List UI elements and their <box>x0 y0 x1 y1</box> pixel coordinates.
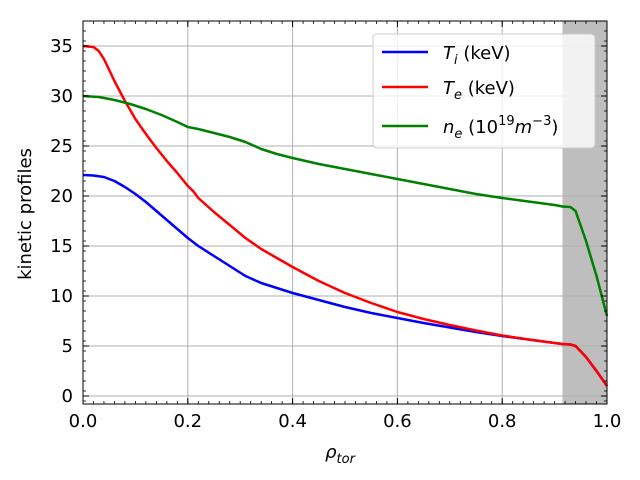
legend-box <box>372 33 596 149</box>
legend-ne-close: ) <box>551 117 558 138</box>
x-tick-label: 0.6 <box>383 411 412 432</box>
x-tick-label: 0.8 <box>488 411 517 432</box>
y-tick-label: 25 <box>50 136 73 157</box>
y-axis-label: kinetic profiles <box>15 148 36 280</box>
x-tick-label: 0.2 <box>173 411 202 432</box>
legend-te-main: T <box>443 78 456 99</box>
x-axis-label-main: ρ <box>325 442 337 463</box>
legend-entry-ti: Ti (keV) <box>382 43 511 68</box>
x-tick-label: 0.0 <box>69 411 98 432</box>
legend-ne-unit: (10 <box>462 117 498 138</box>
y-tick-label: 15 <box>50 236 73 257</box>
y-tick-label: 0 <box>62 386 73 407</box>
legend-label-ti: Ti (keV) <box>443 43 511 68</box>
y-tick-label: 10 <box>50 286 73 307</box>
x-axis-label-sub: tor <box>337 452 357 467</box>
y-tick-label: 35 <box>50 36 73 57</box>
y-tick-label: 30 <box>50 86 73 107</box>
legend-ti-suffix: (keV) <box>458 43 511 64</box>
legend: Ti (keV) Te (keV) ne (1019m−3) <box>372 33 596 149</box>
legend-ne-exp2: −3 <box>532 114 551 129</box>
legend-te-sub: e <box>454 88 462 103</box>
legend-entry-ne: ne (1019m−3) <box>382 114 558 142</box>
legend-ne-m: m <box>515 117 533 138</box>
x-axis-label: ρtor <box>325 442 356 467</box>
legend-te-suffix: (keV) <box>462 78 515 99</box>
series-line-2 <box>82 94 609 317</box>
y-tick-label: 20 <box>50 186 73 207</box>
legend-ti-main: T <box>443 43 456 64</box>
legend-label-ne: ne (1019m−3) <box>443 114 558 142</box>
legend-ne-exp1: 19 <box>498 114 515 129</box>
legend-ti-sub: i <box>454 53 458 68</box>
legend-ne-main: n <box>443 117 454 138</box>
series-line-0 <box>82 173 609 387</box>
legend-entry-te: Te (keV) <box>382 78 515 103</box>
x-tick-label: 1.0 <box>593 411 622 432</box>
x-tick-label: 0.4 <box>278 411 307 432</box>
y-tick-label: 5 <box>62 336 73 357</box>
legend-ne-sub: e <box>454 127 462 142</box>
legend-label-te: Te (keV) <box>443 78 515 103</box>
series-line-1 <box>82 44 609 387</box>
